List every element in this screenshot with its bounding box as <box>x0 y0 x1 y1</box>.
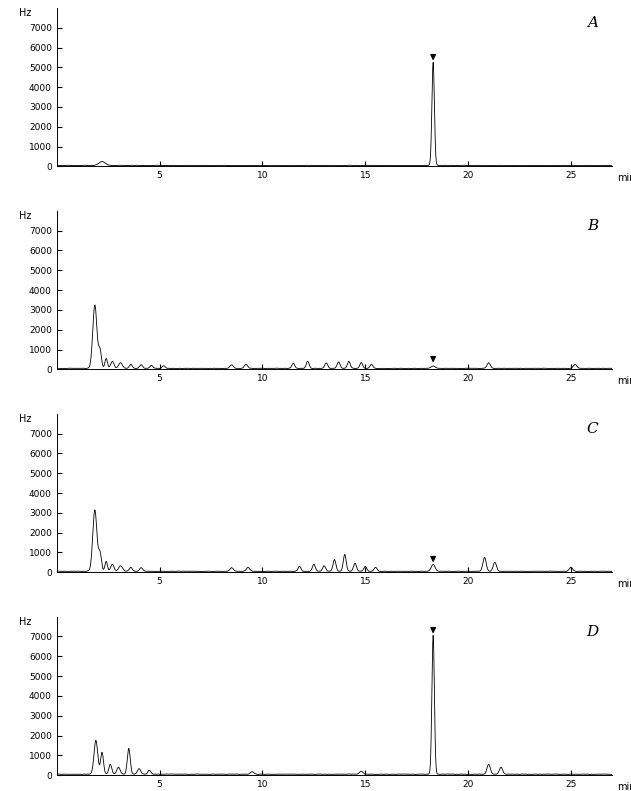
Text: Hz: Hz <box>20 617 32 626</box>
Text: Hz: Hz <box>20 8 32 18</box>
Text: C: C <box>587 422 598 436</box>
Text: D: D <box>586 625 598 638</box>
Text: Hz: Hz <box>20 414 32 424</box>
Text: min: min <box>618 578 631 589</box>
Text: min: min <box>618 782 631 791</box>
Text: min: min <box>618 376 631 386</box>
Text: Hz: Hz <box>20 211 32 221</box>
Text: A: A <box>587 16 598 30</box>
Text: min: min <box>618 172 631 183</box>
Text: B: B <box>587 219 598 233</box>
